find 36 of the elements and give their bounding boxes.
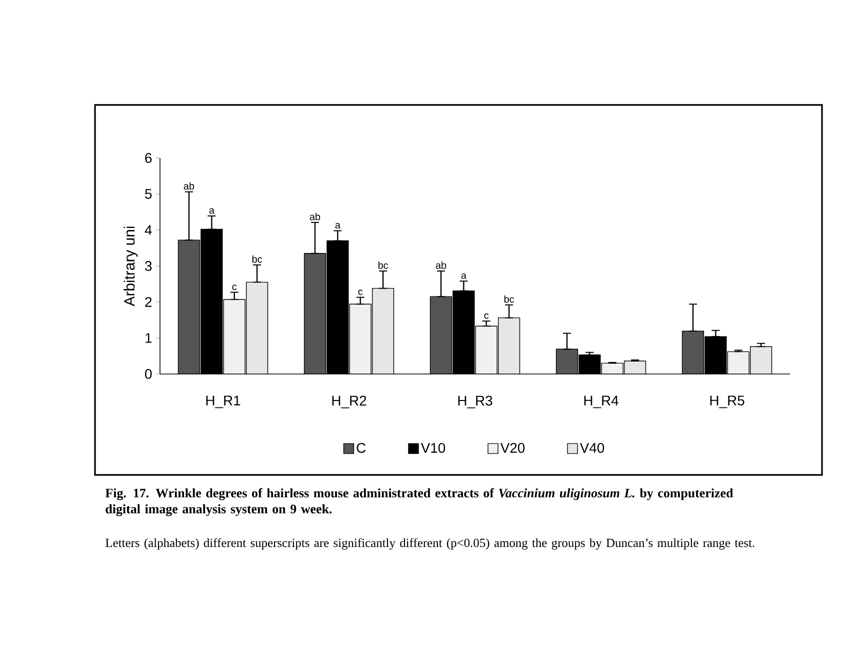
annotation: a xyxy=(461,273,466,279)
annotation: bc xyxy=(504,295,514,303)
y-tick-label: 1 xyxy=(146,333,152,343)
bar xyxy=(682,330,704,374)
y-tick-label: 4 xyxy=(144,225,152,235)
annotation: a xyxy=(335,223,340,229)
annotation: bc xyxy=(252,255,262,263)
annotation: c xyxy=(358,290,363,296)
x-tick-label: H_R5 xyxy=(710,396,744,408)
y-axis-title: Arbitrary uni xyxy=(124,226,138,306)
annotation: c xyxy=(232,284,237,290)
x-tick-label: H_R4 xyxy=(584,396,618,408)
x-tick-label: H_R3 xyxy=(458,396,492,408)
annotation: bc xyxy=(378,262,388,269)
annotation: ab xyxy=(436,262,446,269)
chart-title: Fig. 17. Wrinkle degrees of hairless mouse administrated extracts of Vaccinium uliginosum L. by computerized digital image analysis system on 9 week. xyxy=(105,488,734,516)
annotation: a xyxy=(209,208,214,214)
y-tick-label: 5 xyxy=(145,189,152,199)
y-tick-label: 6 xyxy=(145,153,152,163)
annotation: ab xyxy=(184,182,194,190)
legend-label: C xyxy=(356,442,366,453)
bar xyxy=(430,296,452,374)
legend-label: V10 xyxy=(420,442,446,453)
y-tick-label: 0 xyxy=(145,369,152,379)
legend-label: V40 xyxy=(580,442,604,453)
text: Letters (alphabets) different superscripts are significantly different (p<0.05) among the groups by Duncan’s multiple range test. xyxy=(106,538,754,550)
bar xyxy=(304,253,326,374)
bar xyxy=(178,240,200,374)
legend-label: V20 xyxy=(500,442,525,453)
x-tick-label: H_R1 xyxy=(206,396,240,408)
y-tick-label: 3 xyxy=(145,261,152,271)
bar xyxy=(556,349,578,374)
annotation: c xyxy=(484,313,489,319)
annotation: ab xyxy=(310,212,320,220)
x-tick-label: H_R2 xyxy=(332,396,366,408)
y-tick-label: 2 xyxy=(145,297,152,307)
